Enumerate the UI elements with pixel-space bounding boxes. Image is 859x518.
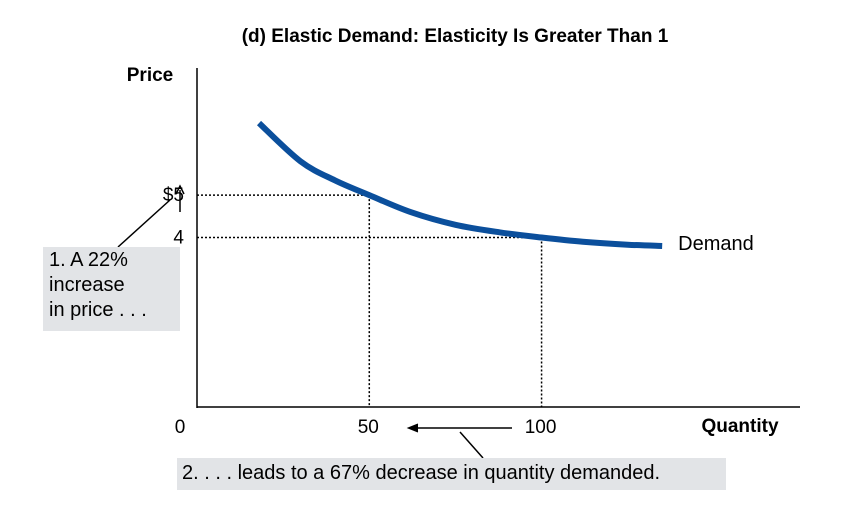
demand-series-label: Demand — [678, 233, 754, 255]
quantity-change-note: 2. . . . leads to a 67% decrease in quan… — [177, 458, 726, 490]
x-tick-label-100: 100 — [525, 417, 557, 438]
y-tick-label-1: 4 — [173, 228, 184, 249]
chart-title: (d) Elastic Demand: Elasticity Is Greate… — [242, 26, 669, 47]
x-tick-label-0: 0 — [175, 417, 186, 438]
y-tick-labels: $54 — [163, 185, 185, 248]
reference-guides — [197, 194, 543, 407]
x-axis-label: Quantity — [701, 416, 778, 437]
quantity-note-leader — [459, 431, 484, 459]
price-arrow-head — [175, 184, 185, 195]
x-tick-label-50: 50 — [358, 417, 379, 438]
x-tick-labels: 0 50 100 — [175, 417, 557, 438]
series-layer: Demand — [256, 120, 754, 255]
price-note-line-3: in price . . . — [49, 299, 147, 321]
price-note-leader — [117, 199, 171, 248]
price-change-note: 1. A 22% increase in price . . . — [43, 247, 180, 331]
price-note-line-2: increase — [49, 274, 125, 296]
demand-curve — [256, 120, 663, 249]
price-note-line-1: 1. A 22% — [49, 249, 128, 271]
y-axis-label: Price — [127, 65, 173, 86]
quantity-arrow-head — [406, 423, 419, 433]
